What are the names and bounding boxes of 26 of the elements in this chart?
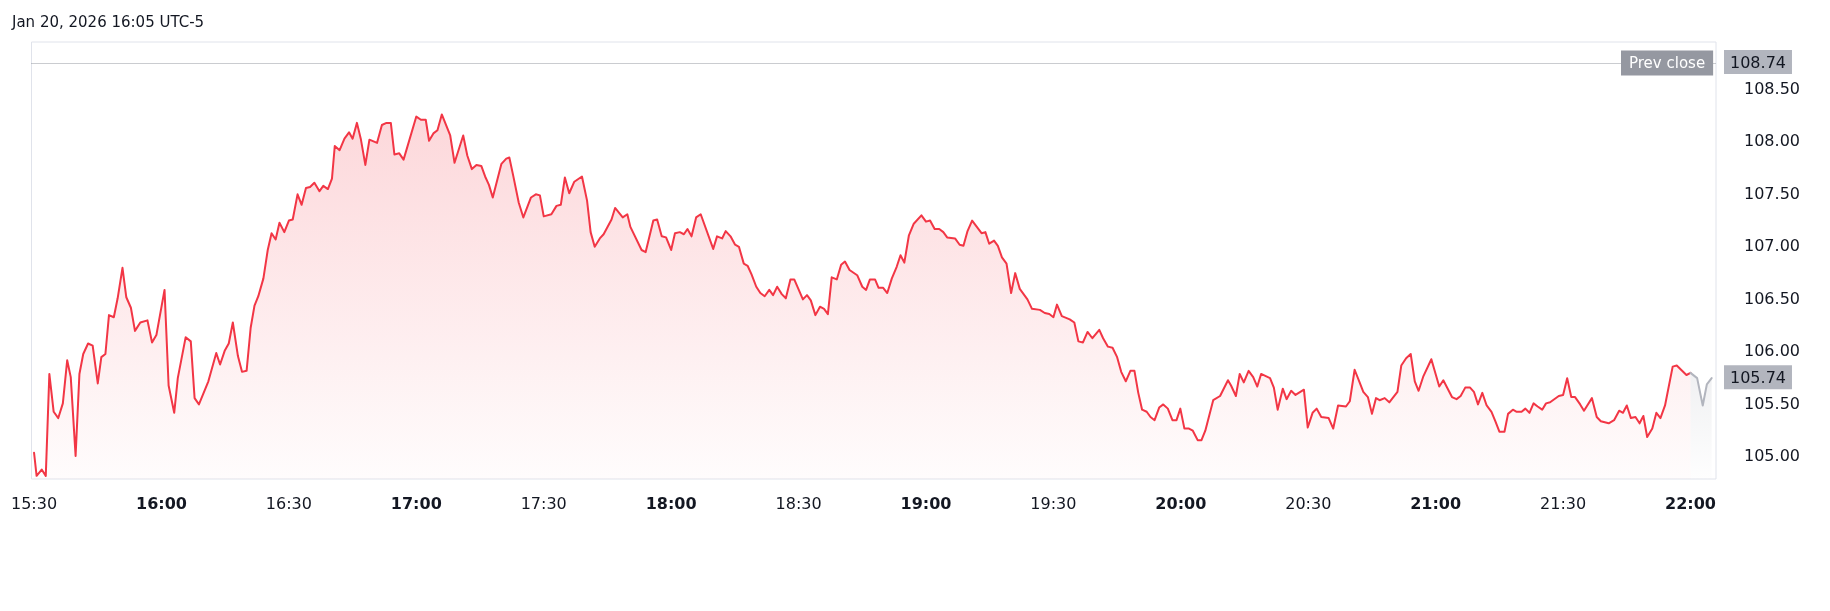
x-tick-label: 18:30 [775, 493, 822, 513]
y-tick-label: 108.00 [1744, 131, 1800, 151]
y-tick-label: 105.00 [1744, 446, 1800, 466]
text: 108.74 [1730, 52, 1786, 72]
x-tick-label: 21:00 [1410, 493, 1462, 513]
text: Jan 20, 2026 16:05 UTC-5 [11, 12, 205, 31]
ref-line-label: Prev close [1629, 54, 1706, 73]
x-tick-label: 16:30 [265, 493, 312, 513]
x-tick-label: 16:00 [136, 493, 187, 513]
x-tick-label: 19:00 [900, 493, 952, 513]
x-tick-label: 22:00 [1665, 493, 1716, 513]
y-tick-label: 107.50 [1744, 183, 1800, 203]
y-tick-label: 106.50 [1744, 288, 1800, 308]
y-tick-label: 105.50 [1744, 393, 1800, 413]
x-tick-label: 17:00 [390, 493, 442, 513]
text: 105.74 [1730, 367, 1786, 387]
x-tick-label: 20:00 [1155, 493, 1207, 513]
x-tick-label: 15:30 [11, 493, 58, 513]
y-tick-label: 108.50 [1744, 78, 1800, 98]
y-tick-label: 107.00 [1744, 236, 1800, 256]
x-tick-label: 18:00 [645, 493, 697, 513]
x-tick-label: 20:30 [1285, 493, 1332, 513]
y-tick-label: 106.00 [1744, 341, 1800, 361]
x-tick-label: 19:30 [1030, 493, 1077, 513]
x-tick-label: 17:30 [520, 493, 567, 513]
x-tick-label: 21:30 [1540, 493, 1587, 513]
